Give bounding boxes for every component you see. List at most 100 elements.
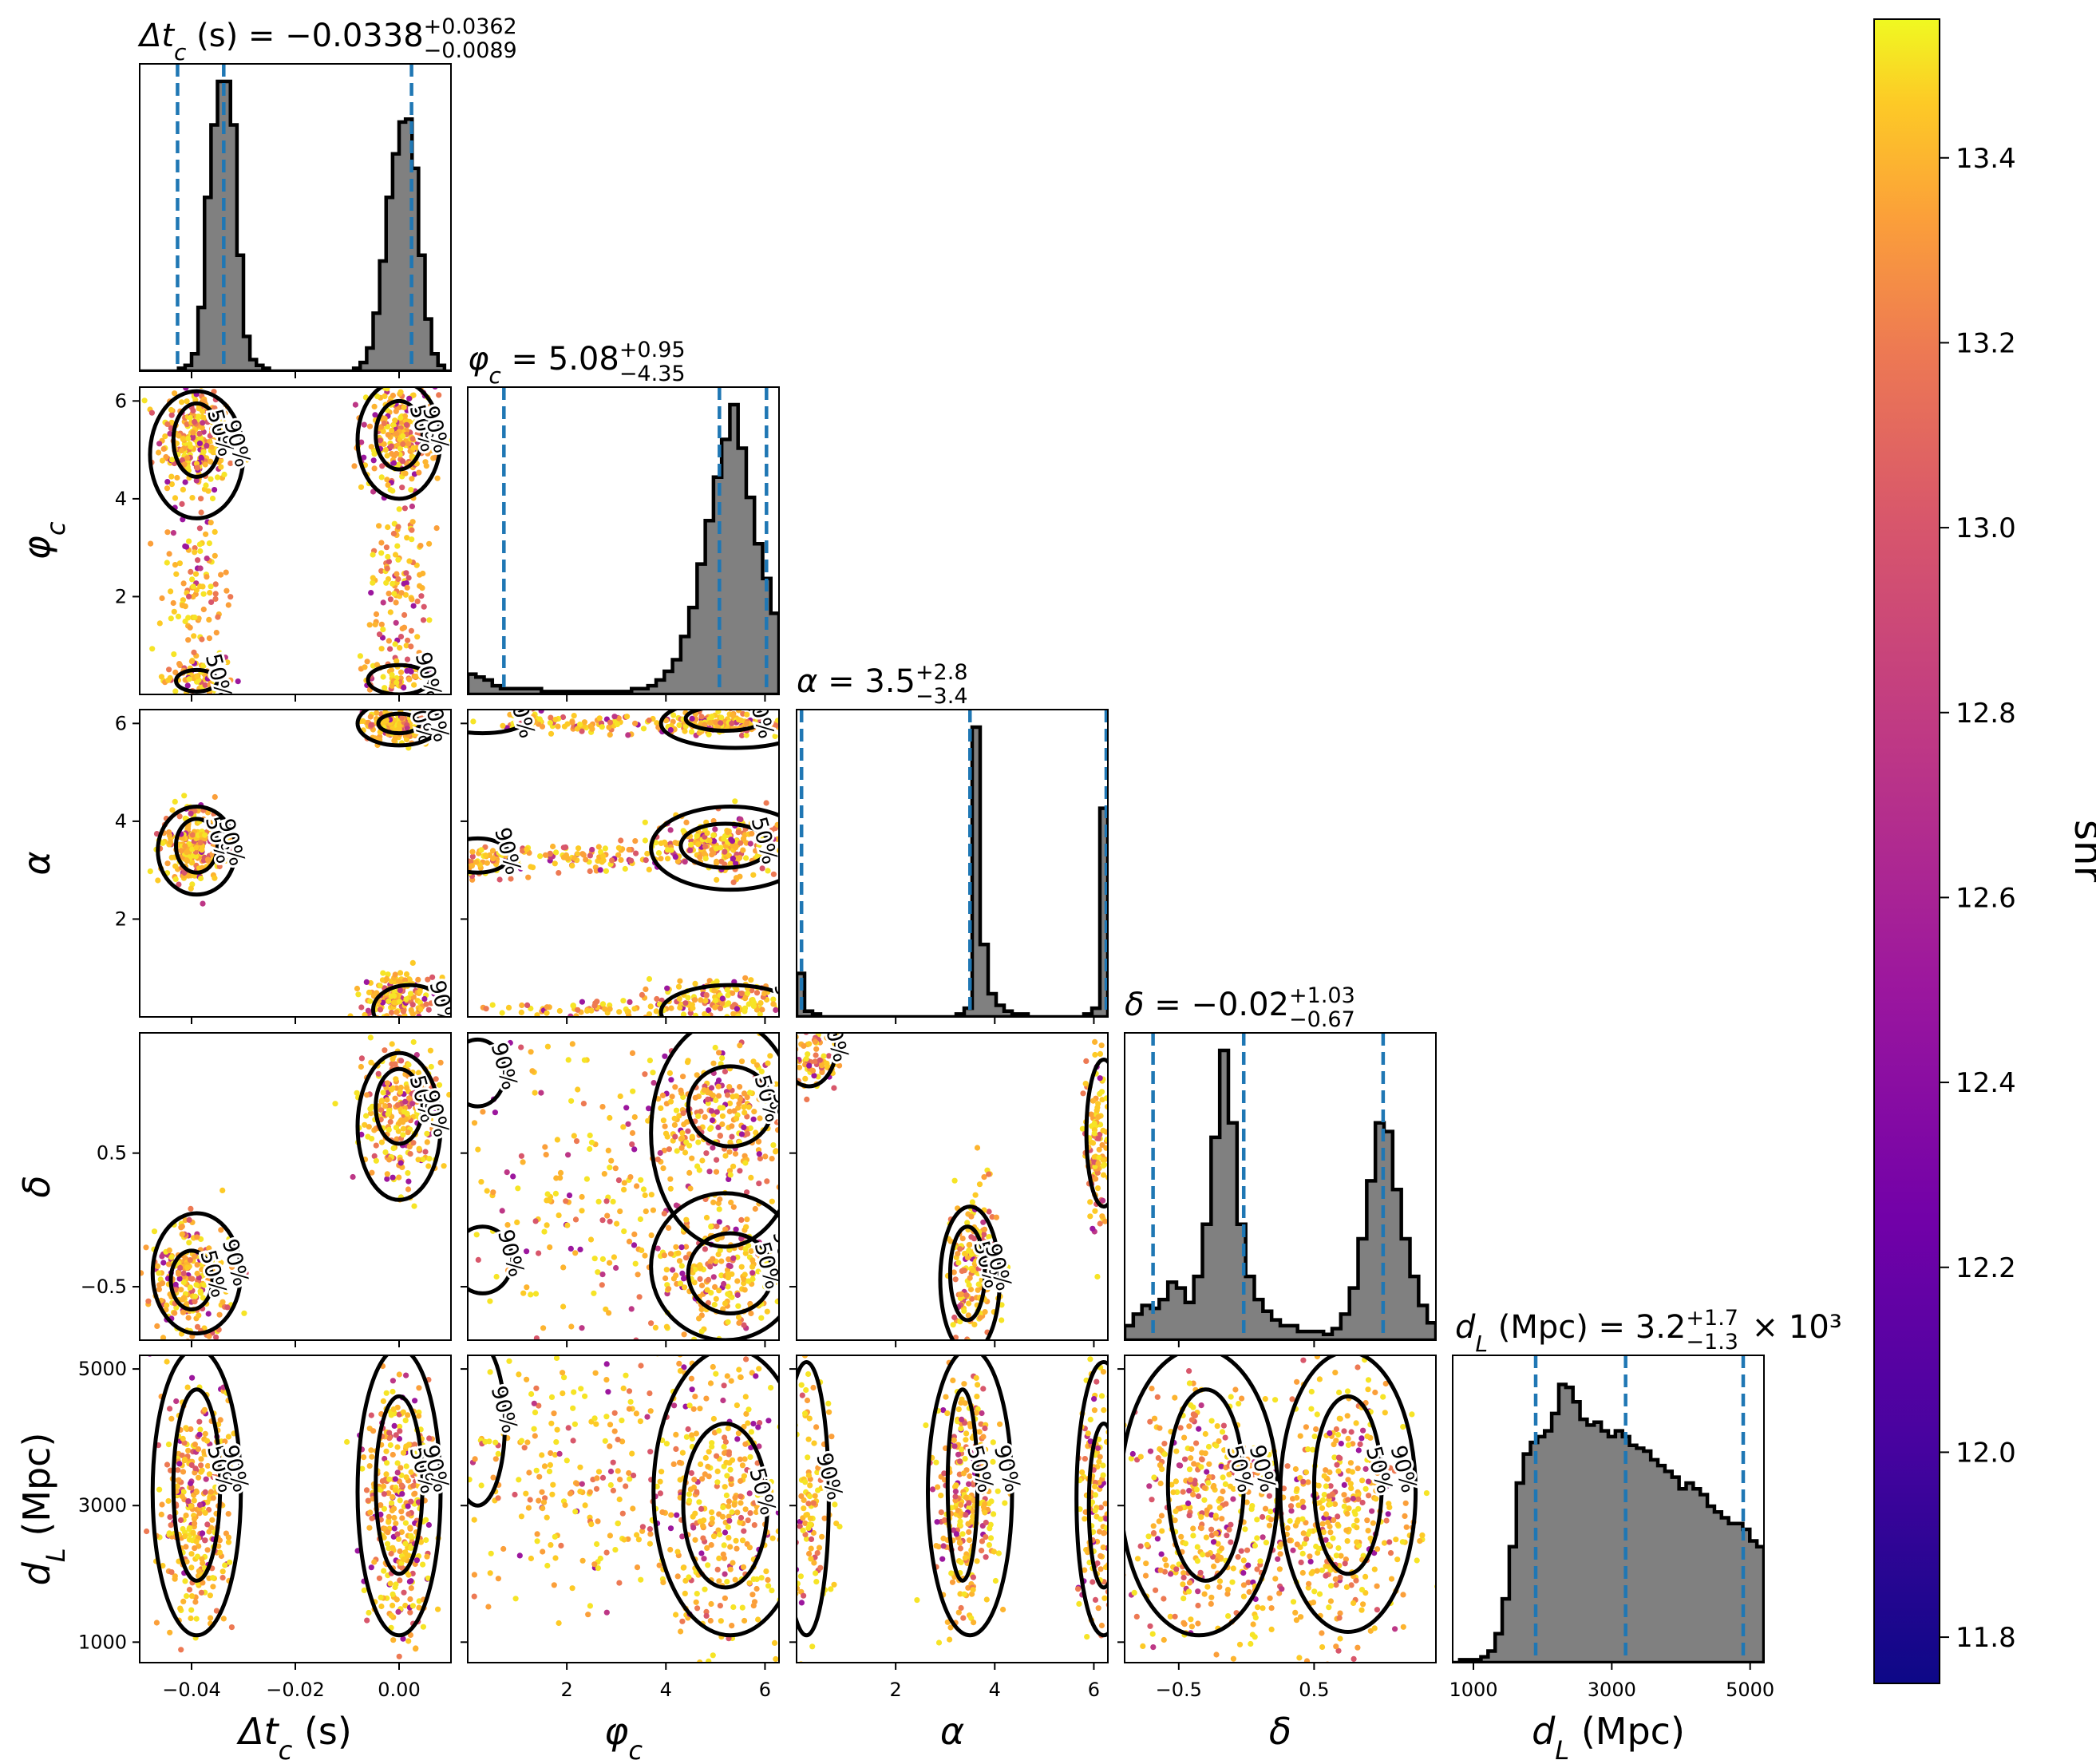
scatter-point — [461, 862, 467, 868]
scatter-point — [743, 720, 750, 726]
scatter-point — [636, 1379, 642, 1385]
scatter-point — [967, 1275, 973, 1281]
scatter-point — [143, 1244, 149, 1251]
scatter-point — [200, 1560, 206, 1566]
scatter-point — [603, 1609, 610, 1616]
scatter-point — [643, 986, 649, 992]
scatter-point — [726, 1451, 732, 1457]
scatter-point — [397, 1423, 403, 1430]
scatter-point — [435, 1606, 441, 1612]
scatter-point — [730, 1604, 737, 1611]
scatter-point — [560, 1264, 567, 1271]
scatter-point — [381, 1568, 387, 1574]
scatter-point — [180, 457, 186, 464]
scatter-point — [168, 588, 174, 595]
scatter-point — [742, 1617, 748, 1624]
xtick-label-dtc: 0.00 — [378, 1679, 420, 1701]
scatter-point — [756, 842, 762, 848]
scatter-point — [184, 1346, 189, 1351]
scatter-point — [738, 1500, 744, 1506]
scatter-point — [605, 1147, 611, 1153]
scatter-point — [825, 1053, 832, 1059]
scatter-point — [722, 1434, 728, 1441]
scatter-point — [745, 1104, 752, 1110]
scatter-point — [400, 1635, 406, 1642]
scatter-point — [587, 723, 594, 730]
scatter-point — [781, 1256, 786, 1261]
scatter-point — [700, 1535, 706, 1541]
scatter-point — [806, 1041, 813, 1047]
scatter-point — [736, 1101, 742, 1107]
scatter-point — [782, 1275, 788, 1280]
contour-50 — [683, 710, 767, 734]
scatter-point — [761, 991, 768, 997]
scatter-point — [618, 837, 624, 844]
scatter-point — [213, 817, 219, 824]
scatter-point — [386, 1430, 393, 1436]
scatter-point — [196, 1568, 202, 1574]
scatter-point — [174, 474, 180, 481]
scatter-point — [544, 1197, 550, 1204]
scatter-point — [141, 397, 148, 404]
scatter-point — [168, 615, 174, 622]
scatter-point — [719, 1513, 726, 1520]
scatter-point — [193, 1538, 200, 1544]
scatter-point — [955, 1251, 961, 1257]
scatter-point — [705, 1562, 711, 1568]
scatter-point — [188, 1607, 195, 1613]
scatter-point — [798, 1564, 804, 1570]
scatter-point — [208, 662, 214, 669]
scatter-frame-alpha_phic — [467, 709, 780, 1018]
scatter-point — [408, 1080, 415, 1086]
scatter-point — [422, 1225, 428, 1231]
scatter-point — [614, 1343, 619, 1348]
scatter-point — [416, 1413, 422, 1419]
scatter-point — [1079, 1125, 1086, 1132]
scatter-point — [386, 1519, 392, 1525]
scatter-point — [377, 437, 384, 444]
scatter-point — [196, 1501, 204, 1508]
scatter-point — [756, 1366, 762, 1372]
scatter-point — [714, 1453, 720, 1459]
scatter-point — [399, 1564, 405, 1571]
scatter-point — [731, 1501, 738, 1508]
scatter-point — [648, 1419, 654, 1425]
scatter-point — [736, 1314, 742, 1320]
scatter-point — [347, 1013, 354, 1017]
scatter-point — [374, 662, 380, 668]
scatter-point — [706, 1007, 712, 1014]
scatter-point — [183, 544, 190, 550]
scatter-point — [638, 1177, 644, 1183]
scatter-point — [203, 1476, 209, 1482]
scatter-point — [168, 1522, 174, 1529]
scatter-point — [224, 1304, 231, 1311]
scatter-point — [648, 1320, 655, 1327]
scatter-point — [784, 1214, 789, 1220]
scatter-point — [555, 723, 561, 730]
contour-50 — [374, 398, 425, 472]
scatter-point — [812, 1038, 818, 1045]
scatter-point — [189, 832, 196, 838]
scatter-point — [212, 581, 219, 587]
scatter-point — [441, 1163, 447, 1169]
scatter-point — [595, 1347, 601, 1353]
scatter-point — [408, 487, 414, 493]
scatter-point — [519, 1002, 525, 1009]
scatter-point — [681, 1331, 687, 1338]
scatter-point — [595, 1198, 602, 1204]
scatter-point — [779, 1101, 785, 1106]
scatter-point — [176, 813, 183, 820]
scatter-point — [765, 1576, 771, 1583]
ytick-label-dl: 1000 — [78, 1631, 127, 1653]
scatter-point — [409, 527, 415, 533]
scatter-point — [489, 848, 496, 854]
scatter-point — [1095, 1160, 1101, 1167]
scatter-point — [180, 1489, 187, 1495]
scatter-point — [196, 1474, 202, 1481]
scatter-point — [658, 856, 664, 862]
scatter-point — [621, 1180, 627, 1186]
scatter-point — [212, 595, 219, 603]
scatter-point — [198, 1456, 204, 1462]
scatter-point — [198, 387, 204, 390]
scatter-point — [748, 1310, 754, 1317]
